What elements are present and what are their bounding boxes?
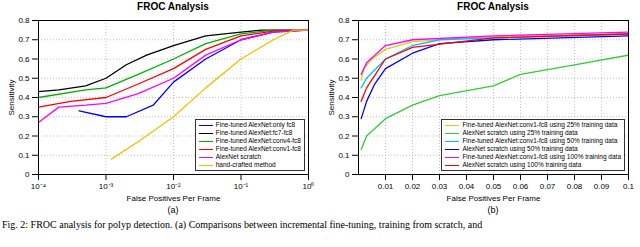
svg-text:0.8: 0.8 <box>18 16 30 25</box>
html-text:AlexNet scratch: AlexNet scratch <box>215 153 262 160</box>
svg-text:0.06: 0.06 <box>513 182 529 191</box>
svg-text:0.02: 0.02 <box>405 182 421 191</box>
svg-text:0.6: 0.6 <box>18 55 30 64</box>
html-text:hand-crafted method: hand-crafted method <box>215 161 276 168</box>
svg-text:0.08: 0.08 <box>567 182 583 191</box>
html-text:Fine-tuned AlexNet:conv4-fc8: Fine-tuned AlexNet:conv4-fc8 <box>215 137 301 144</box>
svg-text:0.5: 0.5 <box>18 74 30 83</box>
html-text:AlexNet scratch using 100% tra: AlexNet scratch using 100% training data <box>462 161 582 168</box>
svg-text:0.05: 0.05 <box>486 182 502 191</box>
svg-text:0.7: 0.7 <box>338 35 350 44</box>
svg-text:0.7: 0.7 <box>18 35 30 44</box>
html-text:AlexNet scratch using 25% trai: AlexNet scratch using 25% training data <box>462 129 578 136</box>
html-text:Fine-tuned AlexNet:conv1-fc8: Fine-tuned AlexNet:conv1-fc8 <box>215 145 301 152</box>
html-text:Fine-tuned AlexNet:conv1-fc8 u: Fine-tuned AlexNet:conv1-fc8 using 50% t… <box>462 137 618 144</box>
html-text:FROC Analysis: FROC Analysis <box>137 1 209 12</box>
html-text:AlexNet scratch using 50% trai: AlexNet scratch using 50% training data <box>462 145 578 152</box>
svg-text:False Positives Per Frame: False Positives Per Frame <box>127 194 221 203</box>
svg-text:0: 0 <box>25 170 30 179</box>
svg-text:0.5: 0.5 <box>338 74 350 83</box>
svg-text:0.1: 0.1 <box>18 151 30 160</box>
svg-text:0.3: 0.3 <box>18 112 30 121</box>
svg-text:10⁻³: 10⁻³ <box>99 182 114 191</box>
svg-text:0.07: 0.07 <box>540 182 556 191</box>
svg-text:10⁻¹: 10⁻¹ <box>234 182 249 191</box>
html-text:(a): (a) <box>167 205 179 215</box>
html-text:FROC Analysis: FROC Analysis <box>457 1 529 12</box>
svg-text:0.3: 0.3 <box>338 112 350 121</box>
html-text:Fine-tuned AlexNet:conv1-fc8 u: Fine-tuned AlexNet:conv1-fc8 using 25% t… <box>462 121 618 128</box>
svg-text:0: 0 <box>345 170 350 179</box>
svg-text:0.2: 0.2 <box>338 132 350 141</box>
svg-text:0.1: 0.1 <box>623 182 635 191</box>
svg-text:0.6: 0.6 <box>338 55 350 64</box>
svg-text:0.4: 0.4 <box>338 93 350 102</box>
svg-text:0.2: 0.2 <box>18 132 30 141</box>
svg-text:0.4: 0.4 <box>18 93 30 102</box>
html-text:(b): (b) <box>487 205 499 215</box>
svg-text:10⁻²: 10⁻² <box>166 182 181 191</box>
svg-text:0.8: 0.8 <box>338 16 350 25</box>
svg-text:0.1: 0.1 <box>338 151 350 160</box>
svg-text:10⁰: 10⁰ <box>303 182 315 191</box>
svg-text:0.01: 0.01 <box>378 182 394 191</box>
svg-text:0.03: 0.03 <box>432 182 448 191</box>
html-text:Fine-tuned AlexNet:fc7-fc8: Fine-tuned AlexNet:fc7-fc8 <box>215 129 293 136</box>
html-text:Fine-tuned AlexNet:only fc8: Fine-tuned AlexNet:only fc8 <box>215 121 296 128</box>
svg-text:0.04: 0.04 <box>459 182 475 191</box>
svg-text:Sensitivity: Sensitivity <box>7 79 16 115</box>
html-text:Fig. 2: FROC analysis for poly: Fig. 2: FROC analysis for polyp detectio… <box>2 219 483 230</box>
svg-text:Sensitivity: Sensitivity <box>327 79 336 115</box>
svg-text:10⁻⁴: 10⁻⁴ <box>31 182 47 191</box>
svg-text:0.09: 0.09 <box>594 182 610 191</box>
html-text:Fine-tuned AlexNet:conv1-fc8 u: Fine-tuned AlexNet:conv1-fc8 using 100% … <box>462 153 621 160</box>
svg-text:False Positives Per Frame: False Positives Per Frame <box>447 194 541 203</box>
